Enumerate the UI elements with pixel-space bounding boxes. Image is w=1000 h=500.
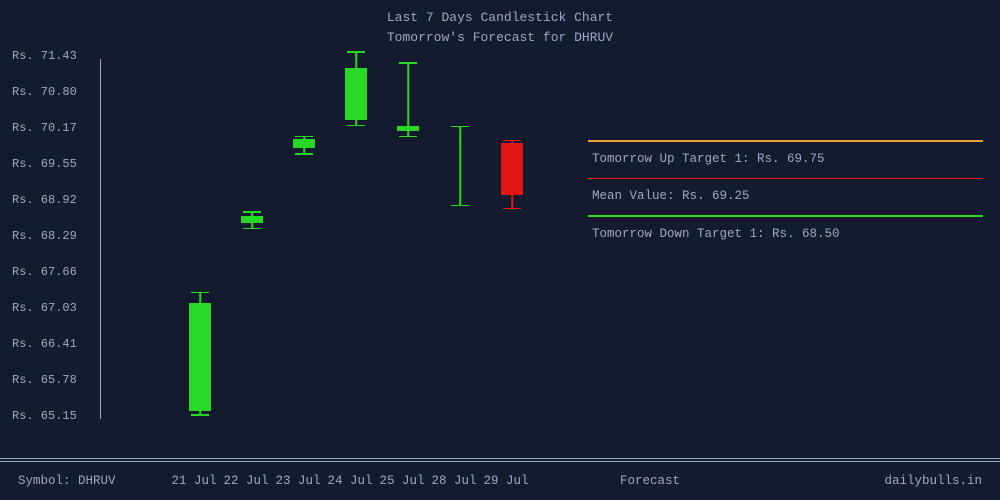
chart-area: Rs. 71.43Rs. 70.80Rs. 70.17Rs. 69.55Rs. … (0, 55, 1000, 450)
x-tick-label: 28 Jul (428, 474, 480, 488)
candle-body (345, 68, 367, 120)
y-tick-label: Rs. 68.29 (12, 229, 77, 243)
candle (434, 55, 486, 415)
y-tick-label: Rs. 66.41 (12, 337, 77, 351)
x-tick-label: 29 Jul (480, 474, 532, 488)
x-tick-label: 23 Jul (272, 474, 324, 488)
candle-cap-bottom (399, 136, 417, 138)
candlestick-plot (100, 55, 580, 425)
y-tick-label: Rs. 67.66 (12, 265, 77, 279)
x-tick-label: 22 Jul (220, 474, 272, 488)
legend-down-text: Tomorrow Down Target 1: Rs. 68.50 (588, 227, 983, 241)
legend-up-line (588, 140, 983, 142)
candle (278, 55, 330, 415)
y-tick-label: Rs. 65.15 (12, 409, 77, 423)
candle-cap-top (451, 126, 469, 128)
candle-body (293, 139, 315, 148)
legend-up-text: Tomorrow Up Target 1: Rs. 69.75 (588, 152, 983, 166)
candle-cap-bottom (191, 414, 209, 416)
y-tick-label: Rs. 70.17 (12, 121, 77, 135)
legend-mean-text: Mean Value: Rs. 69.25 (588, 189, 983, 203)
candle-cap-bottom (451, 205, 469, 207)
candle-cap-top (503, 140, 521, 142)
candle-body (241, 216, 263, 223)
chart-title: Last 7 Days Candlestick Chart (0, 8, 1000, 28)
candle-cap-bottom (347, 125, 365, 127)
y-tick-label: Rs. 69.55 (12, 157, 77, 171)
candle (174, 55, 226, 415)
candle (486, 55, 538, 415)
candle-body (501, 143, 523, 196)
legend-down-line (588, 215, 983, 217)
forecast-x-label: Forecast (620, 474, 680, 488)
candle-cap-top (347, 51, 365, 53)
footer: Symbol: DHRUV 21 Jul22 Jul23 Jul24 Jul25… (0, 458, 1000, 500)
x-axis-labels: 21 Jul22 Jul23 Jul24 Jul25 Jul28 Jul29 J… (168, 474, 532, 488)
candle-cap-bottom (295, 153, 313, 155)
chart-subtitle: Tomorrow's Forecast for DHRUV (0, 28, 1000, 48)
x-tick-label: 21 Jul (168, 474, 220, 488)
y-tick-label: Rs. 65.78 (12, 373, 77, 387)
candle-cap-bottom (503, 208, 521, 210)
candle-body (189, 303, 211, 411)
candle-cap-top (191, 292, 209, 294)
candle-body (397, 126, 419, 132)
x-tick-label: 25 Jul (376, 474, 428, 488)
candle-cap-bottom (243, 228, 261, 230)
legend-mean-line (588, 178, 983, 180)
legend-box: Tomorrow Up Target 1: Rs. 69.75 Mean Val… (588, 140, 983, 253)
symbol-label: Symbol: DHRUV (18, 474, 116, 488)
y-tick-label: Rs. 70.80 (12, 85, 77, 99)
candle-cap-top (399, 62, 417, 64)
candle (226, 55, 278, 415)
candle (330, 55, 382, 415)
candle-cap-top (295, 136, 313, 138)
candle-wick (459, 126, 461, 206)
y-tick-label: Rs. 67.03 (12, 301, 77, 315)
x-tick-label: 24 Jul (324, 474, 376, 488)
candle-body (459, 140, 461, 142)
candle-cap-top (243, 211, 261, 213)
y-tick-label: Rs. 68.92 (12, 193, 77, 207)
watermark: dailybulls.in (884, 474, 982, 488)
y-tick-label: Rs. 71.43 (12, 49, 77, 63)
candle (382, 55, 434, 415)
